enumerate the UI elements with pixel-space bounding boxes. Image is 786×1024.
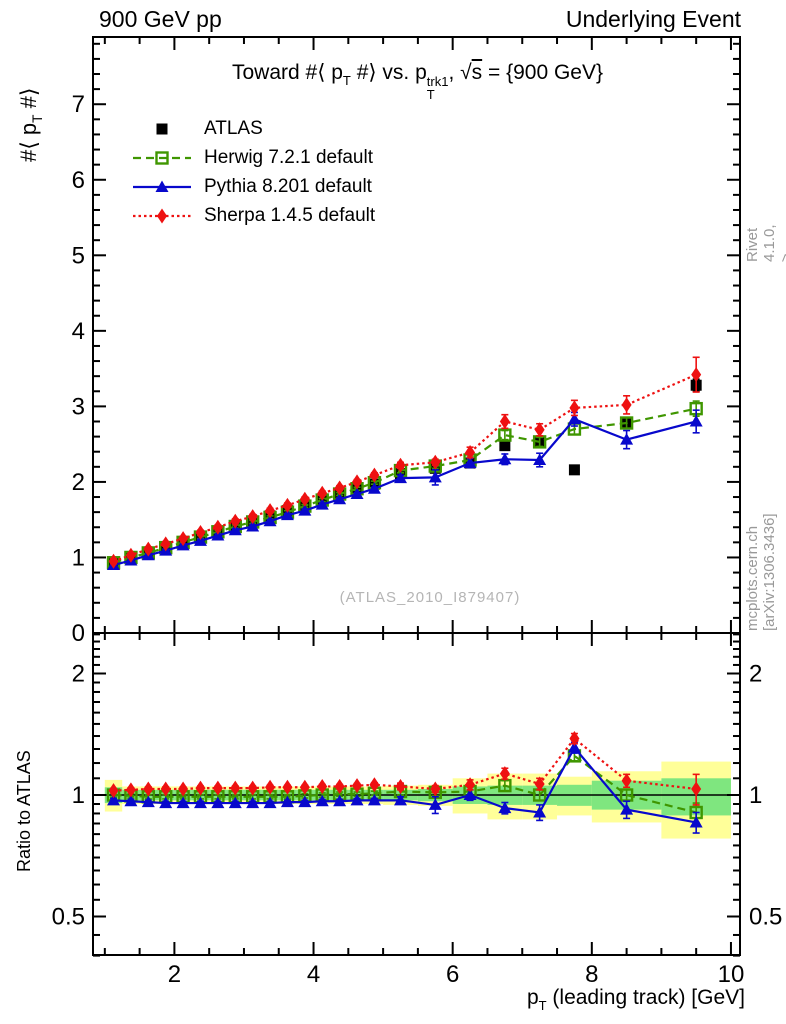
tick-labels: 0 1 2 3 4 5 6 7 0.5 0.5 1 1 2 2 2 4 6 8 10 [52, 91, 783, 988]
y-axis-label-ratio: Ratio to ATLAS [14, 750, 34, 872]
svg-text:0.5: 0.5 [749, 904, 782, 931]
svg-text:2: 2 [72, 469, 85, 496]
svg-text:2: 2 [168, 961, 181, 988]
svg-text:6: 6 [72, 167, 85, 194]
svg-text:1: 1 [749, 782, 762, 809]
legend-swatch-art [156, 123, 168, 134]
y-axis-label-main: #⟨ pT #⟩ [16, 87, 46, 162]
mcplots-arxiv-caption: mcplots.cern.ch [arXiv:1306.3436] [744, 513, 778, 631]
svg-text:2: 2 [749, 661, 762, 688]
herwig-marker-icon [133, 150, 191, 165]
series-pythia-ratio [107, 741, 703, 834]
legend: ATLAS Herwig 7.2.1 default Pythia 8.201 … [133, 114, 375, 230]
svg-text:0.5: 0.5 [52, 904, 85, 931]
pythia-marker-icon [133, 180, 191, 192]
header-beam-energy: 900 GeV pp [99, 6, 222, 32]
legend-label: Pythia 8.201 default [204, 175, 372, 197]
legend-swatch-art [133, 150, 191, 165]
svg-text:8: 8 [585, 961, 598, 988]
watermark-analysis-id: (ATLAS_2010_I879407) [339, 589, 521, 606]
plot-title: Toward #⟨ pT #⟩ vs. p trk1 T, √s = {900 Ge… [231, 61, 604, 102]
svg-text:4: 4 [72, 318, 85, 345]
legend-label: ATLAS [204, 117, 263, 139]
svg-text:4: 4 [307, 961, 320, 988]
legend-item-pythia: Pythia 8.201 default [133, 172, 375, 201]
sherpa-marker-icon [133, 208, 191, 223]
atlas-marker-icon [156, 123, 168, 134]
series-sherpa-main [108, 356, 702, 569]
header-analysis-group: Underlying Event [565, 6, 741, 32]
svg-text:7: 7 [72, 91, 85, 118]
legend-label: Herwig 7.2.1 default [204, 146, 373, 168]
legend-label: Sherpa 1.4.5 default [204, 204, 376, 226]
legend-item-herwig: Herwig 7.2.1 default [133, 143, 375, 172]
svg-text:10: 10 [718, 961, 745, 988]
series-sherpa-ratio [108, 731, 702, 806]
svg-text:1: 1 [72, 544, 85, 571]
svg-text:0: 0 [72, 620, 85, 647]
legend-item-atlas: ATLAS [133, 114, 375, 143]
svg-text:5: 5 [72, 242, 85, 269]
x-axis-label: pT (leading track) [GeV] [526, 986, 745, 1013]
legend-swatch-art [133, 180, 191, 192]
rivet-version-caption: Rivet 4.1.0, ≥ 400k events [744, 224, 786, 262]
svg-text:3: 3 [72, 393, 85, 420]
axis-ticks [93, 37, 740, 957]
legend-item-sherpa: Sherpa 1.4.5 default [133, 201, 375, 230]
series-pythia-main [107, 409, 703, 571]
svg-text:6: 6 [446, 961, 459, 988]
legend-swatch-art [133, 208, 191, 223]
svg-text:2: 2 [72, 661, 85, 688]
svg-text:1: 1 [72, 782, 85, 809]
